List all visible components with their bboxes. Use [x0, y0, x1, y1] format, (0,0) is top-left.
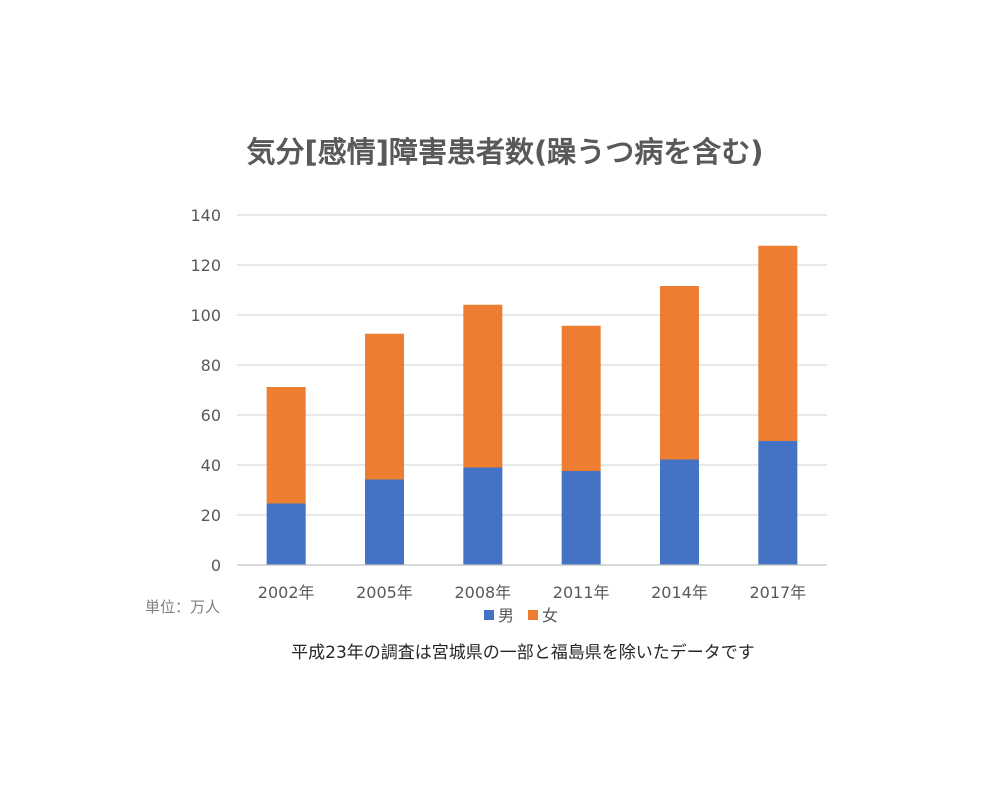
legend-swatch [528, 610, 538, 620]
chart-title: 気分[感情]障害患者数(躁うつ病を含む) [246, 135, 763, 169]
y-tick-label: 80 [201, 356, 221, 375]
bars [266, 245, 798, 565]
bar-female-2005年 [365, 333, 404, 480]
x-tick-label: 2014年 [651, 583, 708, 602]
legend-swatch [484, 610, 494, 620]
y-tick-label: 40 [201, 456, 221, 475]
legend: 男女 [484, 606, 558, 625]
y-axis-ticks: 0 20 40 60 80 100 120 140 [190, 206, 221, 575]
legend-label: 女 [542, 606, 558, 625]
y-tick-label: 120 [190, 256, 221, 275]
bar-male-2002年 [266, 503, 306, 565]
x-tick-label: 2002年 [258, 583, 315, 602]
bar-female-2014年 [660, 286, 699, 460]
x-axis-ticks: 2002年 2005年 2008年 2011年 2014年 2017年 [258, 583, 806, 602]
bar-male-2011年 [561, 471, 601, 565]
bar-male-2014年 [660, 459, 699, 565]
x-tick-label: 2008年 [454, 583, 511, 602]
unit-label: 単位：万人 [145, 598, 220, 616]
footnote: 平成23年の調査は宮城県の一部と福島県を除いたデータです [291, 642, 755, 663]
y-tick-label: 0 [211, 556, 221, 575]
bar-female-2017年 [758, 245, 798, 441]
gridlines [237, 214, 827, 516]
y-tick-label: 20 [201, 506, 221, 525]
y-tick-label: 140 [190, 206, 221, 225]
x-tick-label: 2005年 [356, 583, 413, 602]
bar-male-2005年 [365, 479, 404, 565]
legend-label: 男 [498, 606, 514, 625]
bar-male-2008年 [463, 467, 503, 565]
x-tick-label: 2017年 [749, 583, 806, 602]
bar-female-2002年 [266, 387, 306, 504]
y-tick-label: 100 [190, 306, 221, 325]
bar-male-2017年 [758, 441, 798, 565]
x-tick-label: 2011年 [553, 583, 610, 602]
bar-female-2008年 [463, 304, 503, 468]
bar-female-2011年 [561, 325, 601, 471]
y-tick-label: 60 [201, 406, 221, 425]
